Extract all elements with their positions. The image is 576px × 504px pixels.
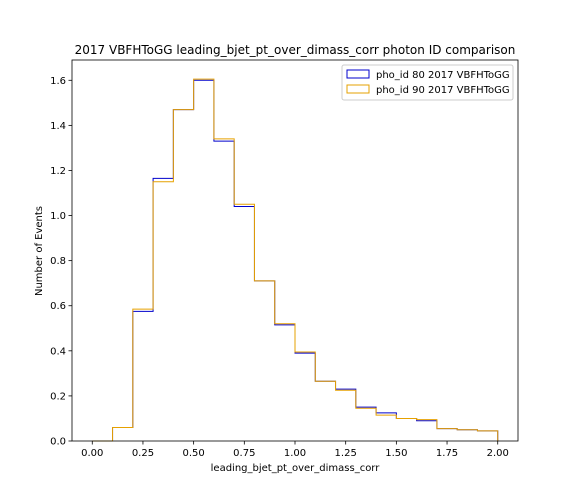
x-tick-label: 0.00 <box>81 448 103 459</box>
legend-label-1: pho_id 80 2017 VBFHToGG <box>376 70 510 81</box>
plot-area <box>92 78 499 442</box>
x-tick-label: 1.00 <box>284 448 306 459</box>
y-tick-label: 0.0 <box>50 437 66 448</box>
x-tick-label: 2.00 <box>487 448 509 459</box>
x-tick-label: 0.75 <box>233 448 255 459</box>
y-axis-label: Number of Events <box>34 206 45 296</box>
y-tick-label: 1.2 <box>50 166 66 177</box>
x-tick-label: 1.50 <box>385 448 407 459</box>
x-axis: 0.00 0.25 0.50 0.75 1.00 1.25 1.50 1.75 2.00 <box>81 441 509 459</box>
plot-frame <box>71 59 519 442</box>
legend: pho_id 80 2017 VBFHToGG pho_id 90 2017 VB… <box>341 64 514 101</box>
legend-swatch-1 <box>346 69 370 79</box>
histogram-series-2 <box>92 78 499 442</box>
x-tick-label: 1.75 <box>436 448 458 459</box>
y-tick-label: 1.4 <box>50 121 66 132</box>
x-axis-label: leading_bjet_pt_over_dimass_corr <box>211 463 381 474</box>
legend-label-2: pho_id 90 2017 VBFHToGG <box>376 85 510 96</box>
legend-box <box>341 64 514 101</box>
legend-swatch-2 <box>346 84 370 94</box>
x-tick-label: 1.25 <box>335 448 357 459</box>
chart-title: 2017 VBFHToGG leading_bjet_pt_over_dimas… <box>75 43 516 57</box>
y-tick-label: 0.4 <box>50 346 66 357</box>
y-tick-label: 1.0 <box>50 211 66 222</box>
y-tick-label: 0.2 <box>50 391 66 402</box>
y-tick-label: 1.6 <box>50 76 66 87</box>
x-tick-label: 0.25 <box>132 448 154 459</box>
y-axis: 0.0 0.2 0.4 0.6 0.8 1.0 1.2 1.4 1.6 <box>50 76 72 448</box>
x-tick-label: 0.50 <box>183 448 205 459</box>
y-tick-label: 0.8 <box>50 256 66 267</box>
y-tick-label: 0.6 <box>50 301 66 312</box>
